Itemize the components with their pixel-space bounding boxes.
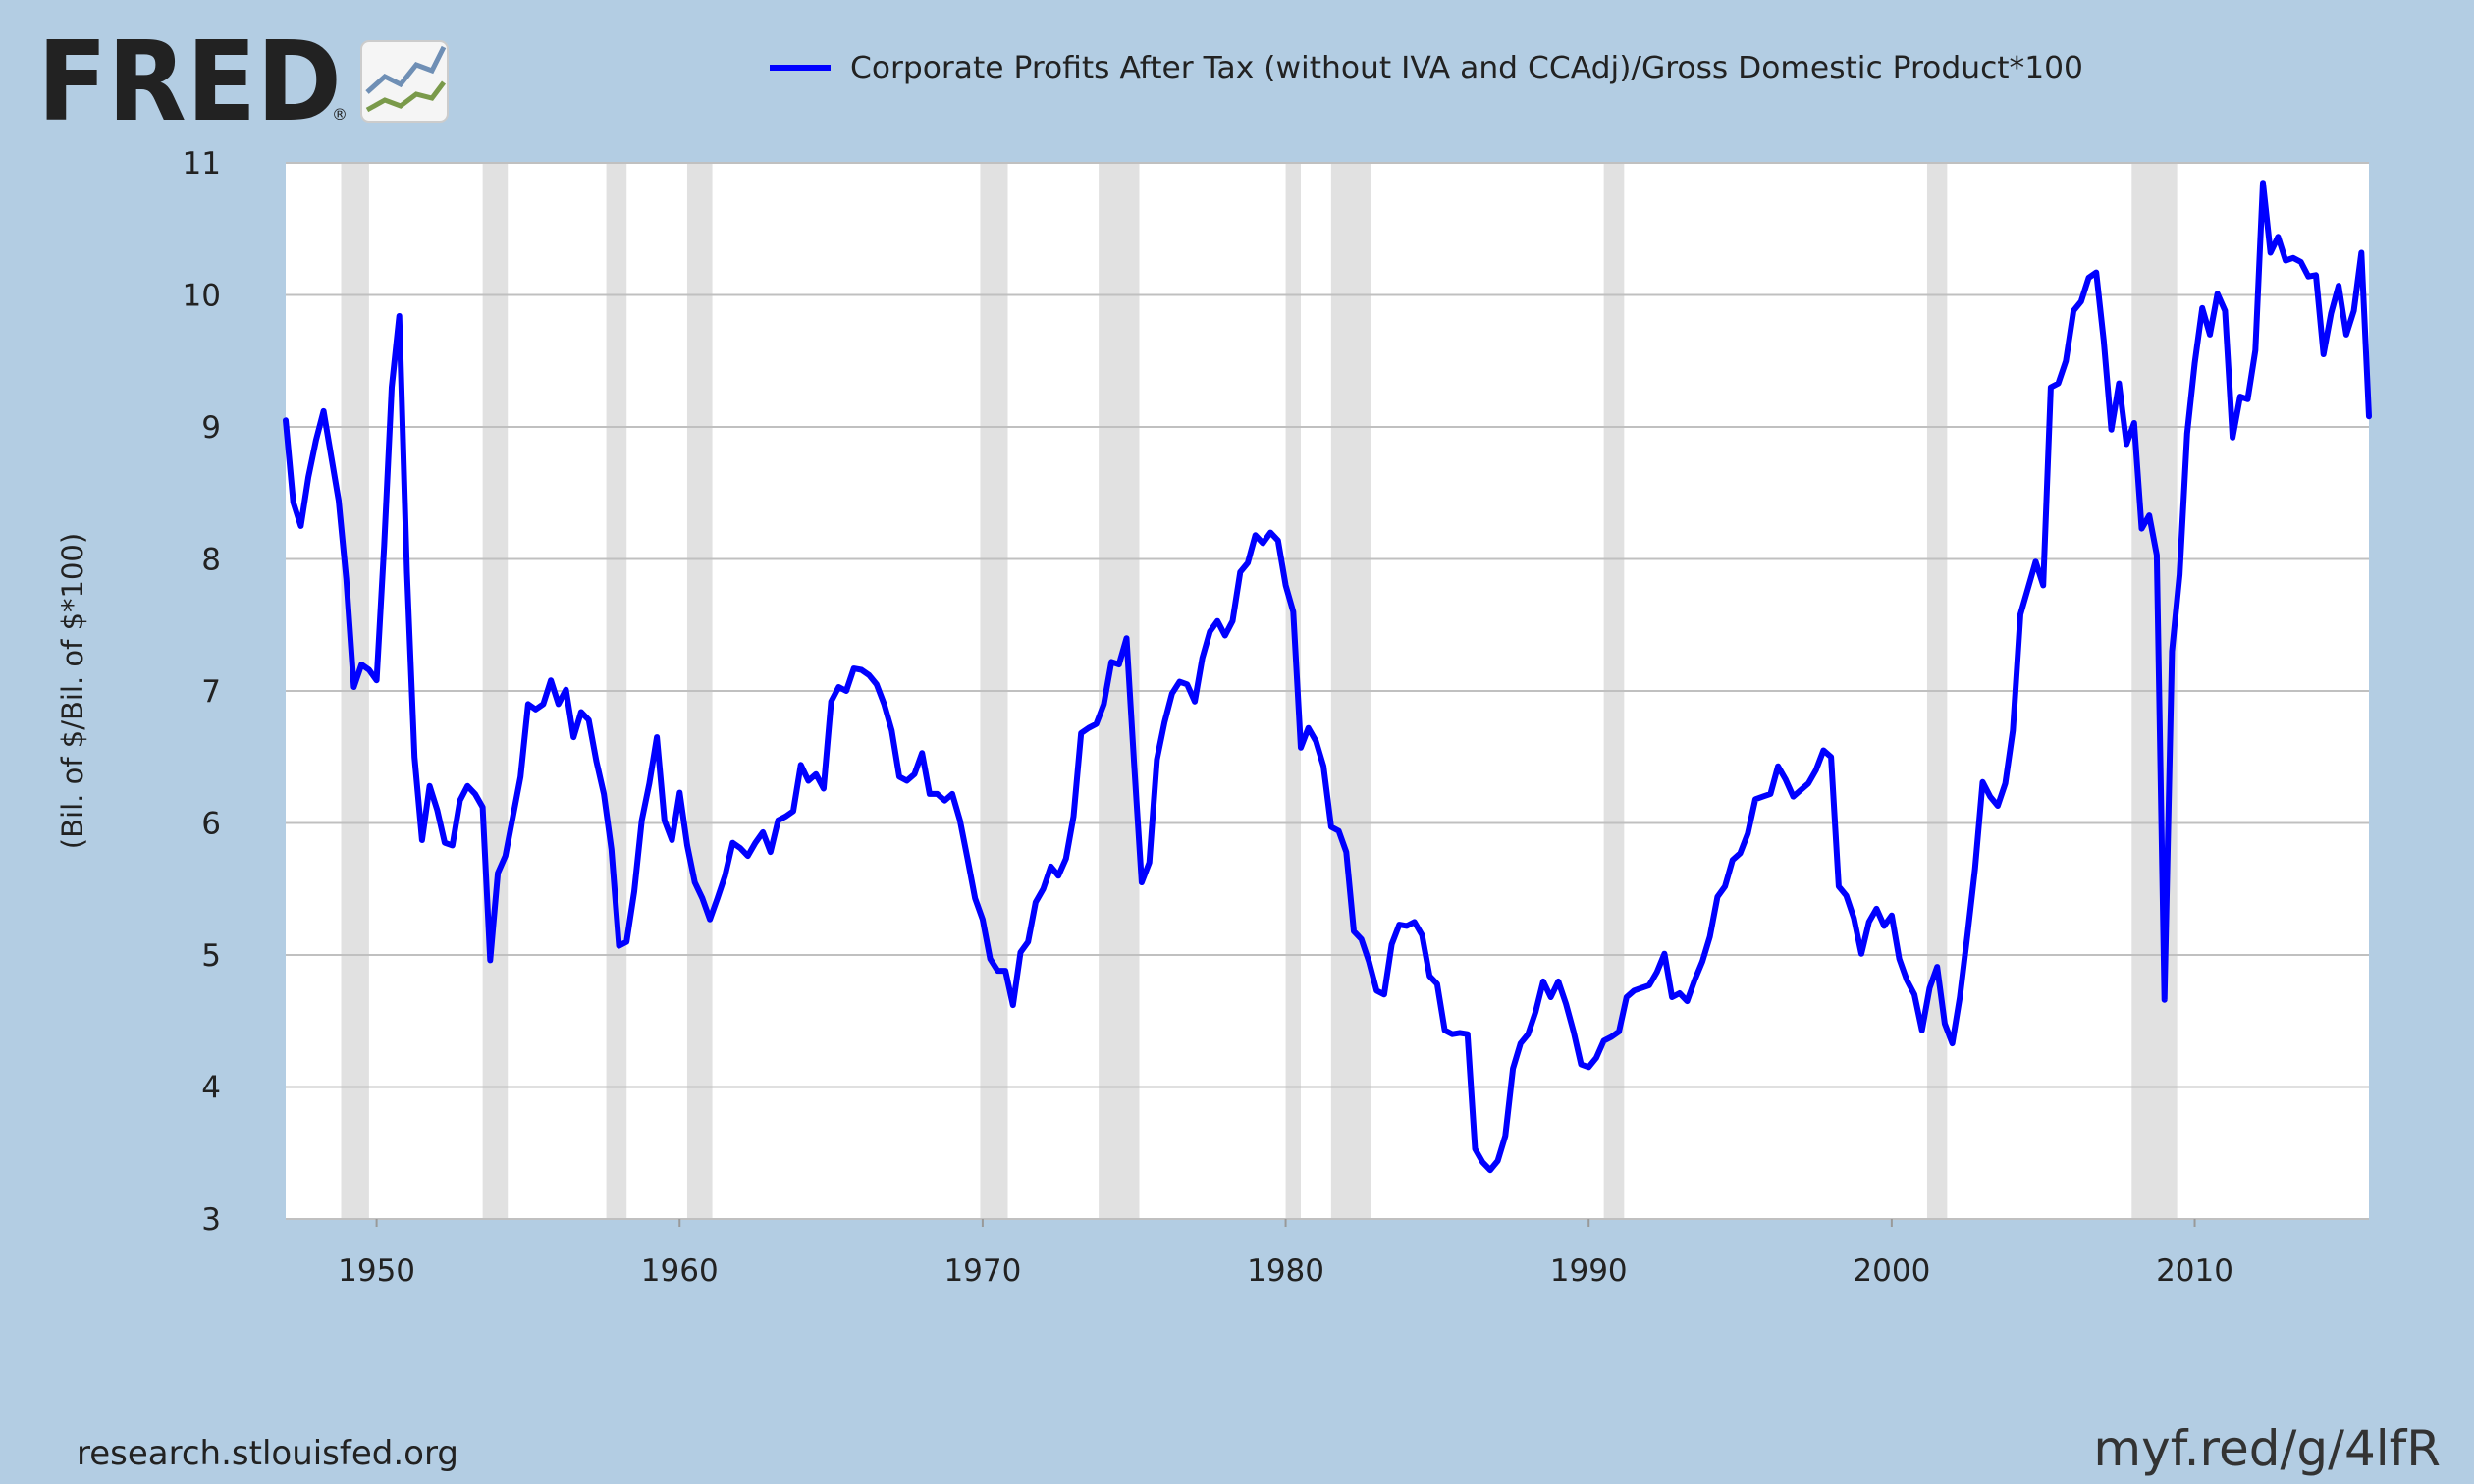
y-tick-label: 10 bbox=[183, 279, 221, 314]
fred-logo-text: FRED bbox=[37, 19, 342, 146]
y-tick-label: 3 bbox=[201, 1202, 221, 1238]
x-tick-label: 2010 bbox=[2156, 1253, 2233, 1289]
y-axis-ticks: 3 4 5 6 7 8 9 10 11 bbox=[183, 146, 221, 1238]
y-tick-label: 4 bbox=[201, 1071, 221, 1106]
short-link[interactable]: myf.red/g/4lfR bbox=[2093, 1420, 2441, 1477]
y-axis-label: (Bil. of $/Bil. of $*100) bbox=[56, 533, 89, 849]
y-tick-label: 9 bbox=[201, 410, 221, 446]
x-tick-label: 1990 bbox=[1550, 1253, 1628, 1289]
series-layer bbox=[283, 180, 2372, 1174]
legend-label: Corporate Profits After Tax (without IVA… bbox=[850, 51, 2083, 85]
series-line bbox=[283, 180, 2372, 1174]
y-tick-label: 7 bbox=[201, 674, 221, 710]
source-link[interactable]: research.stlouisfed.org bbox=[77, 1434, 458, 1473]
fred-logo-registered: ® bbox=[332, 105, 348, 124]
gridlines bbox=[286, 162, 2369, 1220]
x-tick-label: 1960 bbox=[641, 1253, 719, 1289]
fred-logo[interactable]: FRED ® bbox=[37, 19, 449, 146]
y-tick-label: 5 bbox=[201, 938, 221, 974]
x-tick-label: 1980 bbox=[1247, 1253, 1324, 1289]
x-axis-ticks: 1950 1960 1970 1980 1990 2000 2010 bbox=[338, 1219, 2233, 1289]
legend: Corporate Profits After Tax (without IVA… bbox=[770, 51, 2083, 85]
x-tick-label: 1970 bbox=[943, 1253, 1021, 1289]
y-tick-label: 11 bbox=[183, 146, 221, 182]
y-tick-label: 6 bbox=[201, 807, 221, 842]
x-tick-label: 1950 bbox=[338, 1253, 415, 1289]
fred-logo-chart-icon bbox=[360, 40, 449, 123]
x-tick-label: 2000 bbox=[1853, 1253, 1930, 1289]
y-tick-label: 8 bbox=[201, 543, 221, 578]
